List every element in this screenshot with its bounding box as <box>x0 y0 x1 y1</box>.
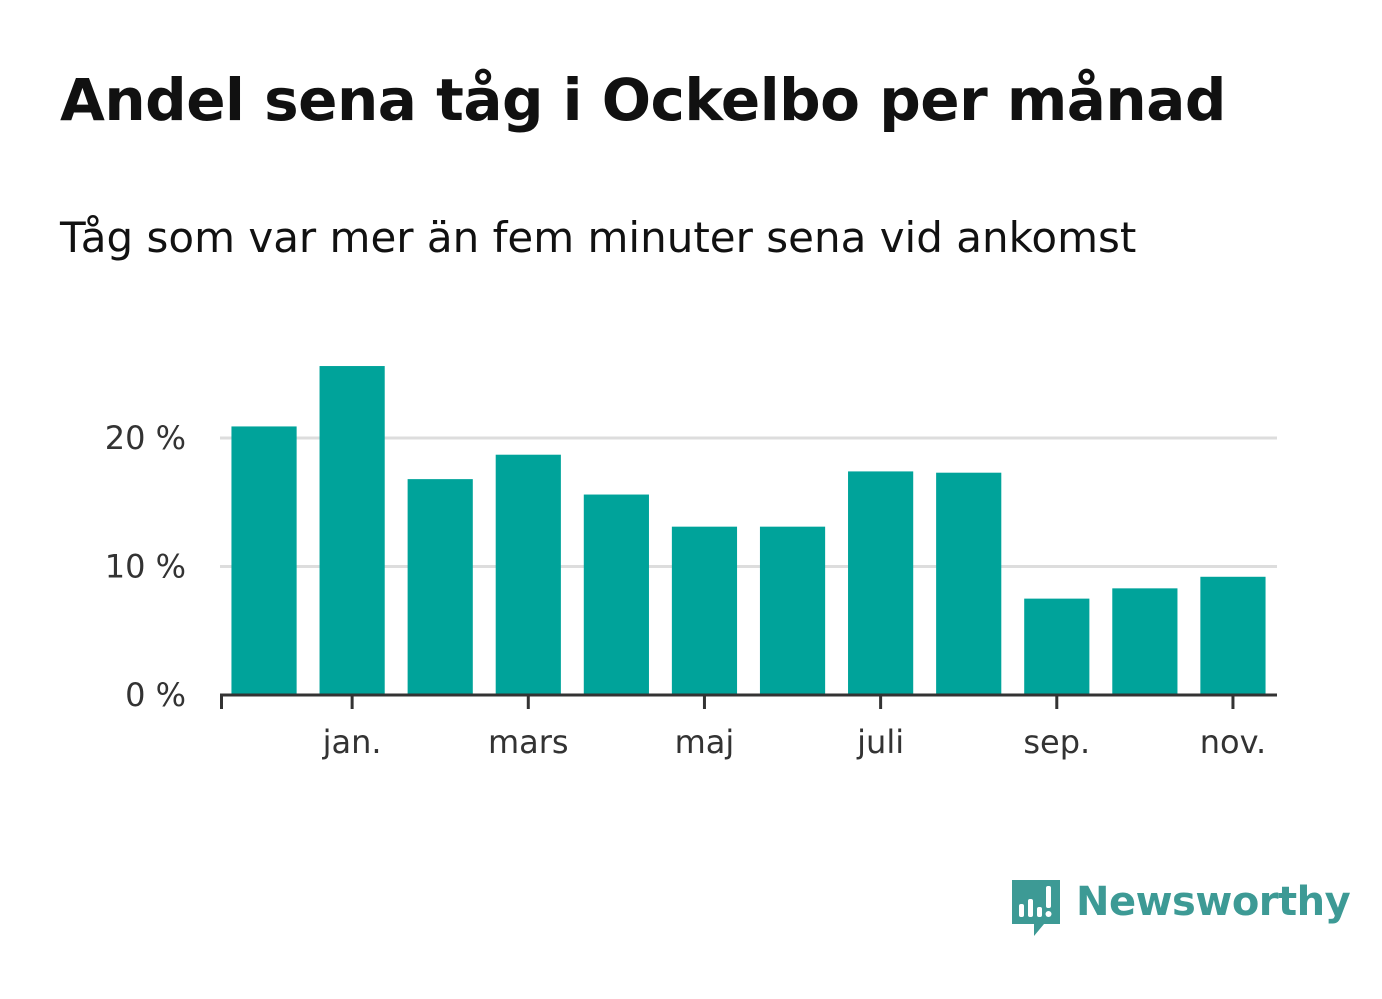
bar-jan <box>319 366 385 695</box>
x-tick-label: nov. <box>1200 723 1266 761</box>
y-tick-label: 20 % <box>105 419 186 457</box>
bar-aug <box>936 472 1002 695</box>
newsworthy-logo: Newsworthy <box>1010 878 1351 940</box>
newsworthy-logo-text: Newsworthy <box>1076 879 1351 925</box>
bar-dec <box>231 426 297 695</box>
bar-nov <box>1200 576 1266 695</box>
newsworthy-logo-icon <box>1012 880 1060 936</box>
x-tick-label: juli <box>856 723 904 761</box>
bar-sep <box>1024 598 1090 695</box>
chart-title: Andel sena tåg i Ockelbo per månad <box>60 66 1226 134</box>
x-tick-label: jan. <box>322 723 382 761</box>
bar-mars <box>495 454 561 695</box>
x-tick-label: sep. <box>1023 723 1090 761</box>
bar-juni <box>759 526 826 695</box>
y-tick-label: 10 % <box>105 548 186 586</box>
x-tick-label: maj <box>675 723 735 761</box>
x-tick-label: mars <box>488 723 569 761</box>
bar-feb <box>407 479 473 695</box>
bar-apr <box>583 494 649 695</box>
chart-subtitle: Tåg som var mer än fem minuter sena vid … <box>60 213 1137 262</box>
bar-maj <box>671 526 738 695</box>
y-tick-label: 0 % <box>125 676 186 714</box>
bar-juli <box>848 471 914 695</box>
bar-okt <box>1112 588 1178 695</box>
